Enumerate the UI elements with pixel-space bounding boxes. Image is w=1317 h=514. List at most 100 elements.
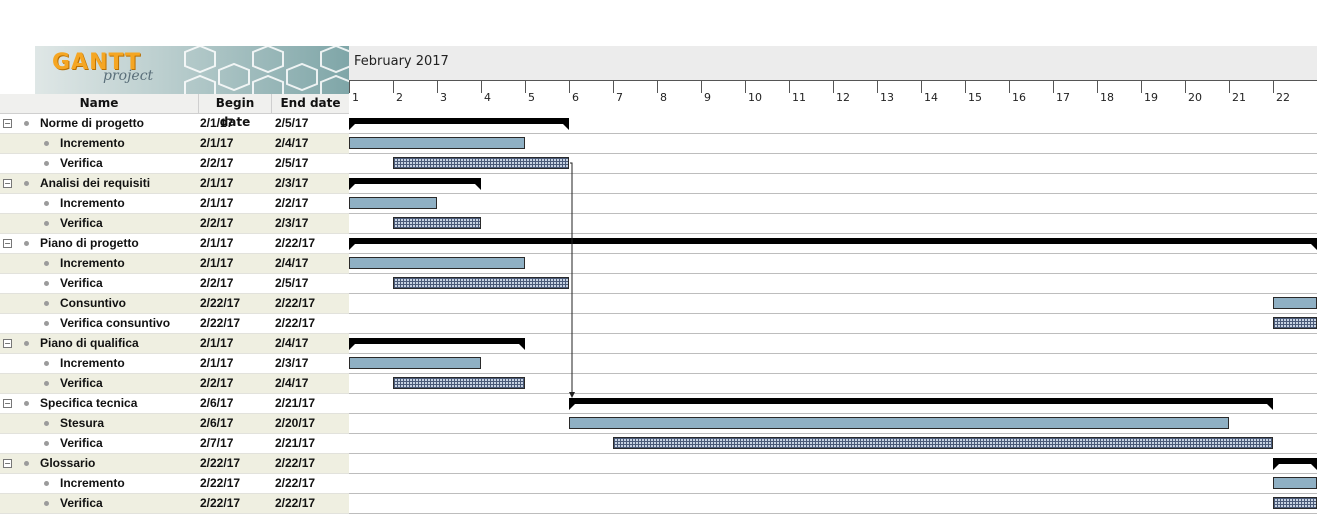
- collapse-toggle-icon[interactable]: −: [3, 119, 12, 128]
- task-end-date[interactable]: 2/4/17: [275, 136, 309, 150]
- table-row[interactable]: Incremento 2/1/17 2/4/17: [0, 134, 349, 154]
- summary-bar[interactable]: [349, 118, 569, 130]
- task-name[interactable]: Incremento: [60, 196, 125, 210]
- table-row[interactable]: Verifica 2/2/17 2/4/17: [0, 374, 349, 394]
- task-bar[interactable]: [349, 357, 481, 369]
- collapse-toggle-icon[interactable]: −: [3, 339, 12, 348]
- task-begin-date[interactable]: 2/1/17: [200, 356, 234, 370]
- collapse-toggle-icon[interactable]: −: [3, 179, 12, 188]
- collapse-toggle-icon[interactable]: −: [3, 399, 12, 408]
- task-end-date[interactable]: 2/20/17: [275, 416, 316, 430]
- task-end-date[interactable]: 2/4/17: [275, 376, 309, 390]
- summary-bar[interactable]: [349, 178, 481, 190]
- table-row[interactable]: Incremento 2/22/17 2/22/17: [0, 474, 349, 494]
- table-row[interactable]: Incremento 2/1/17 2/2/17: [0, 194, 349, 214]
- table-row[interactable]: Verifica 2/2/17 2/5/17: [0, 154, 349, 174]
- task-name[interactable]: Piano di qualifica: [40, 336, 139, 350]
- task-begin-date[interactable]: 2/1/17: [200, 196, 234, 210]
- task-end-date[interactable]: 2/3/17: [275, 216, 309, 230]
- task-begin-date[interactable]: 2/22/17: [200, 296, 241, 310]
- task-name[interactable]: Verifica: [60, 156, 103, 170]
- task-end-date[interactable]: 2/22/17: [275, 316, 316, 330]
- task-begin-date[interactable]: 2/1/17: [200, 256, 234, 270]
- table-row[interactable]: − Glossario 2/22/17 2/22/17: [0, 454, 349, 474]
- verification-task-bar[interactable]: [613, 437, 1273, 449]
- task-name[interactable]: Verifica: [60, 496, 103, 510]
- task-bar[interactable]: [349, 137, 525, 149]
- summary-bar[interactable]: [1273, 458, 1317, 470]
- verification-task-bar[interactable]: [393, 377, 525, 389]
- task-name[interactable]: Incremento: [60, 136, 125, 150]
- task-end-date[interactable]: 2/21/17: [275, 436, 316, 450]
- task-name[interactable]: Verifica: [60, 216, 103, 230]
- table-row[interactable]: − Specifica tecnica 2/6/17 2/21/17: [0, 394, 349, 414]
- table-row[interactable]: Stesura 2/6/17 2/20/17: [0, 414, 349, 434]
- task-end-date[interactable]: 2/3/17: [275, 356, 309, 370]
- task-bar[interactable]: [1273, 297, 1317, 309]
- task-name[interactable]: Analisi dei requisiti: [40, 176, 151, 190]
- task-name[interactable]: Verifica: [60, 376, 103, 390]
- task-name[interactable]: Incremento: [60, 356, 125, 370]
- summary-bar[interactable]: [349, 338, 525, 350]
- table-row[interactable]: Verifica 2/7/17 2/21/17: [0, 434, 349, 454]
- task-end-date[interactable]: 2/22/17: [275, 236, 316, 250]
- task-begin-date[interactable]: 2/2/17: [200, 376, 234, 390]
- column-header-end-date[interactable]: End date: [280, 96, 341, 110]
- table-row[interactable]: − Piano di qualifica 2/1/17 2/4/17: [0, 334, 349, 354]
- collapse-toggle-icon[interactable]: −: [3, 459, 12, 468]
- table-row[interactable]: Verifica consuntivo 2/22/17 2/22/17: [0, 314, 349, 334]
- task-name[interactable]: Norme di progetto: [40, 116, 144, 130]
- verification-task-bar[interactable]: [393, 217, 481, 229]
- task-end-date[interactable]: 2/22/17: [275, 296, 316, 310]
- task-end-date[interactable]: 2/22/17: [275, 456, 316, 470]
- task-name[interactable]: Consuntivo: [60, 296, 126, 310]
- task-end-date[interactable]: 2/4/17: [275, 256, 309, 270]
- task-name[interactable]: Verifica: [60, 436, 103, 450]
- task-end-date[interactable]: 2/5/17: [275, 276, 309, 290]
- task-begin-date[interactable]: 2/6/17: [200, 416, 234, 430]
- task-begin-date[interactable]: 2/6/17: [200, 396, 234, 410]
- task-begin-date[interactable]: 2/22/17: [200, 496, 241, 510]
- task-end-date[interactable]: 2/4/17: [275, 336, 309, 350]
- table-row[interactable]: − Piano di progetto 2/1/17 2/22/17: [0, 234, 349, 254]
- task-name[interactable]: Verifica: [60, 276, 103, 290]
- task-end-date[interactable]: 2/22/17: [275, 496, 316, 510]
- task-name[interactable]: Incremento: [60, 476, 125, 490]
- verification-task-bar[interactable]: [1273, 497, 1317, 509]
- task-begin-date[interactable]: 2/1/17: [200, 236, 234, 250]
- task-begin-date[interactable]: 2/2/17: [200, 276, 234, 290]
- verification-task-bar[interactable]: [1273, 317, 1317, 329]
- verification-task-bar[interactable]: [393, 157, 569, 169]
- table-row[interactable]: Verifica 2/22/17 2/22/17: [0, 494, 349, 514]
- task-bar[interactable]: [1273, 477, 1317, 489]
- task-name[interactable]: Verifica consuntivo: [60, 316, 171, 330]
- summary-bar[interactable]: [569, 398, 1273, 410]
- table-row[interactable]: Incremento 2/1/17 2/4/17: [0, 254, 349, 274]
- task-end-date[interactable]: 2/21/17: [275, 396, 316, 410]
- table-row[interactable]: Verifica 2/2/17 2/3/17: [0, 214, 349, 234]
- column-header-name[interactable]: Name: [0, 94, 199, 113]
- task-name[interactable]: Incremento: [60, 256, 125, 270]
- task-name[interactable]: Specifica tecnica: [40, 396, 138, 410]
- summary-bar[interactable]: [349, 238, 1317, 250]
- task-bar[interactable]: [349, 257, 525, 269]
- task-begin-date[interactable]: 2/2/17: [200, 216, 234, 230]
- table-row[interactable]: Incremento 2/1/17 2/3/17: [0, 354, 349, 374]
- table-row[interactable]: Verifica 2/2/17 2/5/17: [0, 274, 349, 294]
- task-bar[interactable]: [569, 417, 1229, 429]
- task-end-date[interactable]: 2/3/17: [275, 176, 309, 190]
- task-begin-date[interactable]: 2/7/17: [200, 436, 234, 450]
- verification-task-bar[interactable]: [393, 277, 569, 289]
- task-bar[interactable]: [349, 197, 437, 209]
- table-row[interactable]: − Norme di progetto 2/1/17 2/5/17: [0, 114, 349, 134]
- task-end-date[interactable]: 2/5/17: [275, 156, 309, 170]
- task-begin-date[interactable]: 2/22/17: [200, 476, 241, 490]
- task-end-date[interactable]: 2/5/17: [275, 116, 309, 130]
- task-end-date[interactable]: 2/2/17: [275, 196, 309, 210]
- task-name[interactable]: Stesura: [60, 416, 105, 430]
- task-end-date[interactable]: 2/22/17: [275, 476, 316, 490]
- task-begin-date[interactable]: 2/1/17: [200, 176, 234, 190]
- task-name[interactable]: Glossario: [40, 456, 96, 470]
- table-row[interactable]: − Analisi dei requisiti 2/1/17 2/3/17: [0, 174, 349, 194]
- task-name[interactable]: Piano di progetto: [40, 236, 139, 250]
